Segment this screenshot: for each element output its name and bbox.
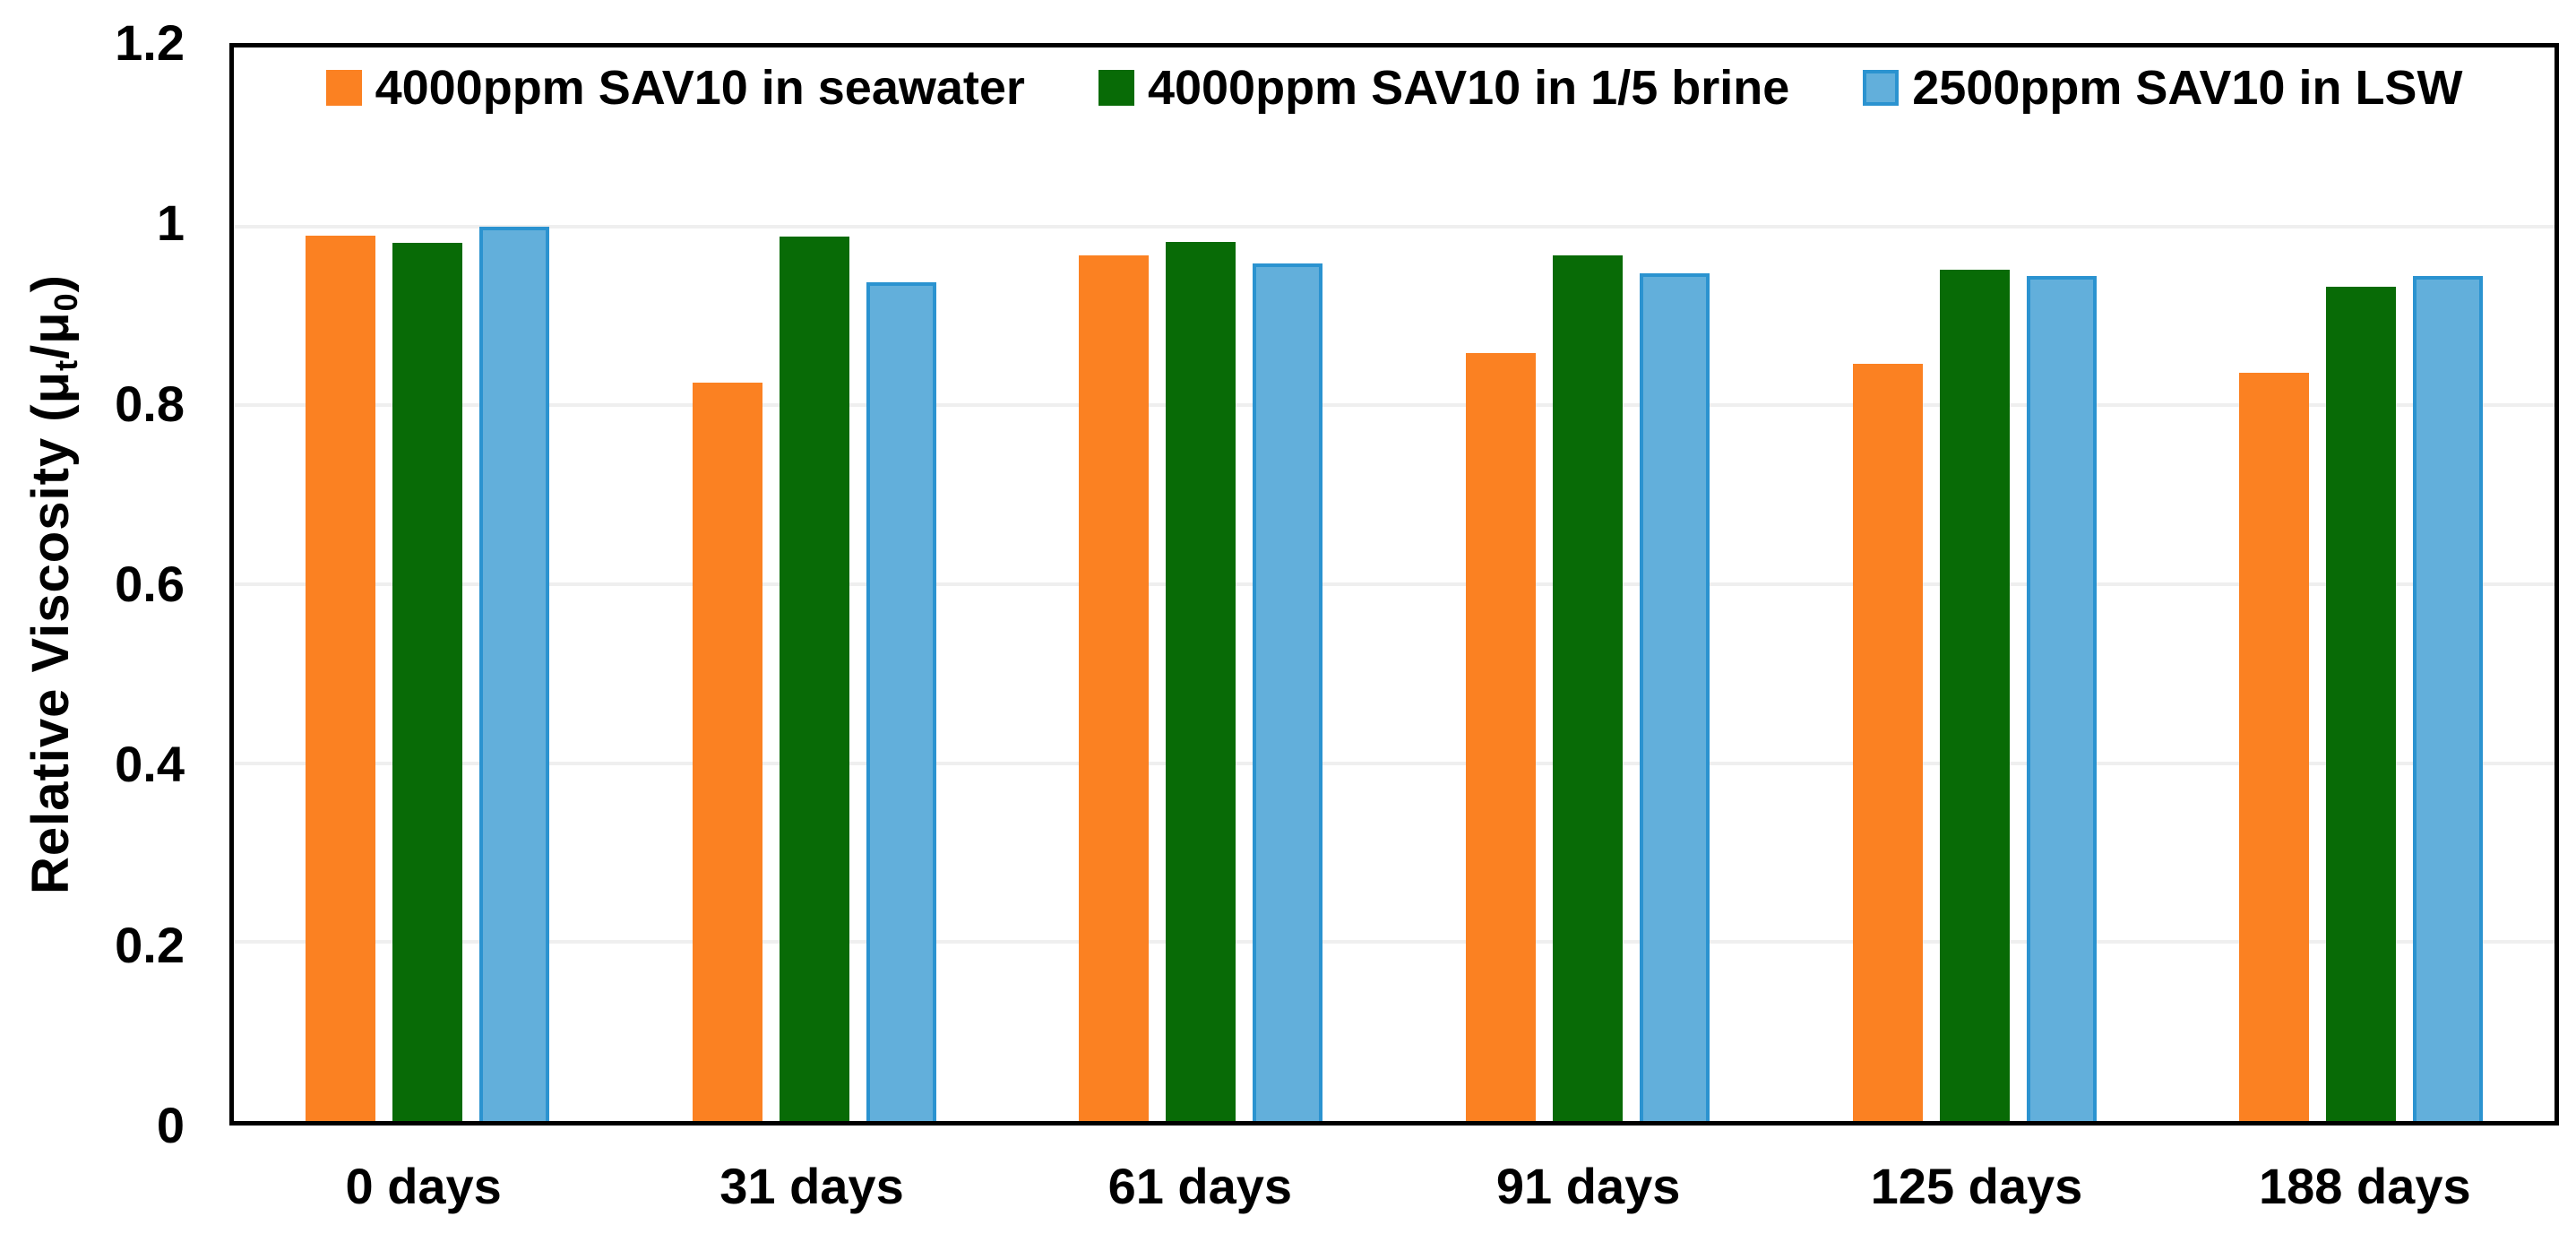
legend-label: 4000ppm SAV10 in 1/5 brine	[1147, 61, 1790, 115]
bar	[2326, 286, 2397, 1121]
x-tick-label: 91 days	[1495, 1158, 1681, 1214]
y-tick-label: 1.2	[115, 14, 185, 71]
bar-group	[1781, 47, 2168, 1121]
bar	[866, 281, 936, 1121]
bar	[1552, 254, 1623, 1121]
legend-swatch-icon	[325, 70, 362, 106]
bar	[2026, 275, 2097, 1121]
legend-item: 2500ppm SAV10 in LSW	[1863, 64, 2462, 112]
bar-group	[1394, 47, 1781, 1121]
legend-swatch-icon	[1098, 70, 1134, 106]
legend-swatch-icon	[1863, 70, 1900, 106]
y-tick-label: 0.8	[115, 375, 185, 432]
y-axis-ticks: 1.2 1 0.8 0.6 0.4 0.2 0	[0, 18, 185, 1151]
gridline	[234, 224, 2554, 229]
bar-group	[1007, 47, 1394, 1121]
legend-item: 4000ppm SAV10 in seawater	[325, 61, 1025, 115]
y-tick-label: 0	[156, 1097, 185, 1153]
bar	[1465, 353, 1536, 1121]
bar	[2413, 275, 2484, 1121]
bar	[779, 236, 849, 1121]
legend-label: 4000ppm SAV10 in seawater	[375, 61, 1025, 115]
x-tick-label: 0 days	[345, 1158, 502, 1214]
x-axis-labels: 0 days 31 days 61 days 91 days 125 days 188 d…	[229, 1126, 2559, 1212]
bar-group	[2167, 47, 2554, 1121]
plot-area: 4000ppm SAV10 in seawater 4000ppm SAV10 i…	[229, 43, 2559, 1126]
x-tick-label: 61 days	[1107, 1158, 1293, 1214]
x-tick-label: 188 days	[2258, 1158, 2471, 1214]
bar	[1079, 254, 1150, 1121]
y-tick-label: 0.2	[115, 916, 185, 973]
legend-item: 4000ppm SAV10 in 1/5 brine	[1098, 64, 1789, 112]
y-tick-label: 1	[156, 194, 185, 252]
bar	[1253, 263, 1323, 1121]
bar	[1939, 269, 2010, 1121]
gridline	[234, 940, 2554, 944]
bar	[1166, 241, 1236, 1121]
y-tick-label: 0.6	[115, 556, 185, 612]
x-tick-label: 125 days	[1870, 1158, 2083, 1214]
y-tick-label: 0.4	[115, 736, 185, 793]
bar	[692, 383, 762, 1121]
bar	[2239, 373, 2310, 1121]
gridline	[234, 761, 2554, 765]
bar-group	[234, 47, 621, 1121]
gridline	[234, 582, 2554, 586]
bar-groups	[234, 47, 2554, 1121]
x-tick-label: 31 days	[719, 1158, 904, 1214]
bar	[1852, 364, 1923, 1121]
gridline	[234, 403, 2554, 408]
legend: 4000ppm SAV10 in seawater 4000ppm SAV10 i…	[234, 64, 2554, 112]
legend-label: 2500ppm SAV10 in LSW	[1912, 61, 2463, 115]
bar-group	[621, 47, 1008, 1121]
bar	[392, 242, 462, 1121]
bar	[1639, 272, 1710, 1121]
bar	[478, 226, 549, 1121]
bar	[305, 235, 375, 1121]
